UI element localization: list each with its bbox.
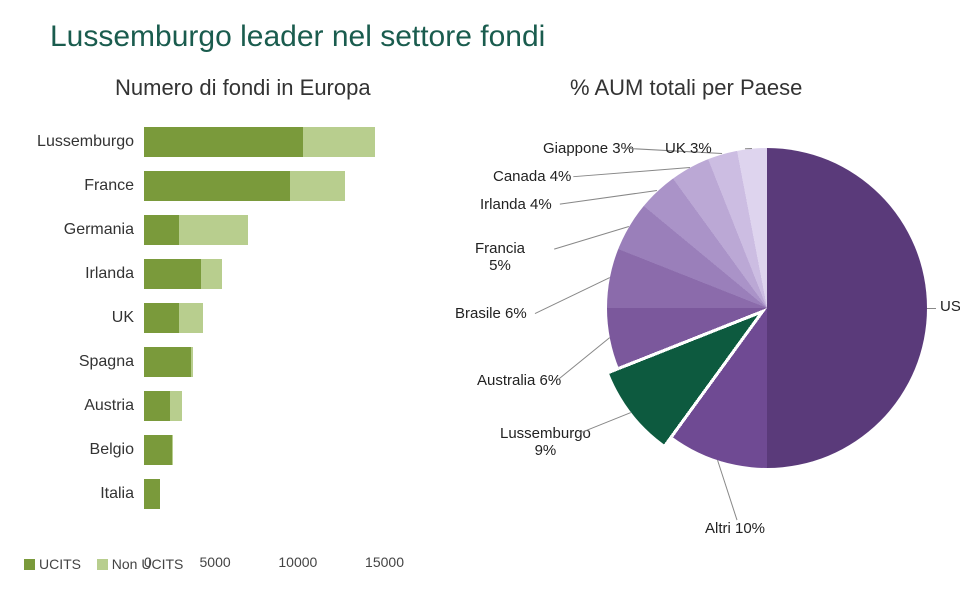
bar-chart: Lussemburgo France Germania Irlanda UK Spagna… [24,120,404,546]
bar-row: Spagna [24,340,404,384]
bar-label: Spagna [24,353,144,371]
bar-label: France [24,177,144,195]
bar-ucits [144,347,191,377]
pie-chart: USA 50% Altri 10% Lussemburgo9% Australia 6… [405,110,960,580]
bar-row: Irlanda [24,252,404,296]
bar-ucits [144,435,172,465]
bar-label: Austria [24,397,144,415]
bar-label: Italia [24,485,144,503]
pie-label: Francia5% [475,240,525,274]
bar-label: Germania [24,221,144,239]
bar-label: Irlanda [24,265,144,283]
bar-nonucits [290,171,345,201]
bar-nonucits [170,391,182,421]
page-title: Lussemburgo leader nel settore fondi [0,0,960,54]
bar-label: Belgio [24,441,144,459]
pie-label: Altri 10% [705,520,765,537]
bar-row: UK [24,296,404,340]
bar-ucits [144,215,179,245]
pie-label: USA 50% [940,298,960,315]
bar-ucits [144,127,303,157]
bar-nonucits [179,215,248,245]
bar-nonucits [303,127,374,157]
bar-row: France [24,164,404,208]
bar-row: Belgio [24,428,404,472]
bar-ucits [144,303,179,333]
bar-row: Germania [24,208,404,252]
bar-label: Lussemburgo [24,133,144,151]
pie-label: Giappone 3% [543,140,634,157]
pie-label: Canada 4% [493,168,571,185]
pie-slice-exploded [598,155,918,475]
bar-row: Lussemburgo [24,120,404,164]
bar-row: Austria [24,384,404,428]
bar-ucits [144,171,290,201]
bar-nonucits [172,435,174,465]
bar-ucits [144,259,201,289]
bar-chart-title: Numero di fondi in Europa [115,75,371,101]
bar-row: Italia [24,472,404,516]
pie-label: Australia 6% [477,372,561,389]
bar-nonucits [201,259,222,289]
bar-ucits [144,479,160,509]
pie-label: Lussemburgo9% [500,425,591,459]
bar-nonucits [179,303,203,333]
bar-nonucits [191,347,193,377]
pie-label: Brasile 6% [455,305,527,322]
pie-label: UK 3% [665,140,712,157]
bar-axis: 050001000015000 [144,554,404,570]
pie-chart-title: % AUM totali per Paese [570,75,802,101]
bar-label: UK [24,309,144,327]
pie-label: Irlanda 4% [480,196,552,213]
bar-ucits [144,391,170,421]
